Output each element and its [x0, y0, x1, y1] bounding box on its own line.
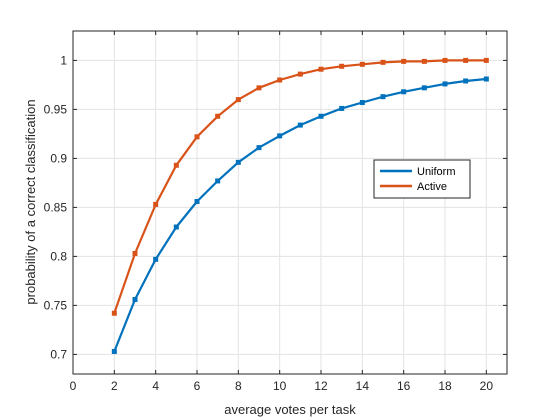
data-point-active	[380, 59, 386, 65]
data-point-uniform	[359, 100, 365, 106]
data-point-uniform	[256, 145, 262, 151]
data-point-active	[215, 113, 221, 119]
data-point-active	[359, 61, 365, 67]
data-point-uniform	[111, 348, 117, 354]
data-point-active	[277, 77, 283, 83]
plot-frame	[72, 30, 508, 375]
data-point-active	[235, 97, 241, 103]
y-tick-label: 1	[60, 53, 67, 67]
x-tick-label: 12	[314, 379, 328, 393]
plot-background	[73, 31, 507, 374]
data-point-active	[153, 201, 159, 207]
data-point-active	[421, 58, 427, 64]
y-tick-label: 0.9	[50, 151, 67, 165]
data-point-uniform	[318, 113, 324, 119]
y-tick-label: 0.8	[50, 249, 67, 263]
data-point-active	[401, 58, 407, 64]
data-point-uniform	[215, 178, 221, 184]
data-point-active	[194, 134, 200, 140]
data-point-uniform	[380, 94, 386, 100]
data-point-active	[318, 66, 324, 72]
legend-label-uniform: Uniform	[417, 166, 456, 178]
grid	[72, 31, 507, 374]
x-tick-label: 2	[111, 379, 118, 393]
x-tick-label: 0	[70, 379, 77, 393]
legend: Uniform Active	[373, 159, 471, 199]
x-tick-label: 20	[480, 379, 494, 393]
y-tick-label: 0.95	[44, 102, 68, 116]
data-point-uniform	[132, 297, 138, 303]
y-axis-label: probability of a correct classification	[23, 99, 38, 304]
legend-box	[373, 159, 471, 199]
y-tick-label: 0.75	[44, 298, 68, 312]
data-point-active	[111, 310, 117, 316]
x-tick-label: 18	[438, 379, 452, 393]
data-point-active	[463, 57, 469, 63]
data-point-active	[132, 250, 138, 256]
y-tick-label: 0.7	[50, 347, 67, 361]
x-tick-label: 10	[273, 379, 287, 393]
x-tick-label: 6	[194, 379, 201, 393]
data-point-uniform	[421, 85, 427, 91]
y-tick-label: 0.85	[44, 200, 68, 214]
axes	[72, 30, 508, 375]
data-point-active	[256, 85, 262, 91]
x-axis-label: average votes per task	[224, 402, 356, 417]
data-point-uniform	[235, 159, 241, 165]
data-point-uniform	[173, 224, 179, 230]
legend-label-active: Active	[417, 181, 447, 193]
data-point-uniform	[483, 76, 489, 82]
data-point-active	[297, 71, 303, 77]
data-point-uniform	[442, 81, 448, 87]
data-point-active	[483, 57, 489, 63]
x-tick-label: 16	[397, 379, 411, 393]
data-point-uniform	[297, 122, 303, 128]
data-point-uniform	[463, 78, 469, 84]
x-tick-label: 4	[152, 379, 159, 393]
series-group	[111, 57, 489, 354]
x-tick-label: 14	[356, 379, 370, 393]
data-point-uniform	[401, 89, 407, 95]
x-tick-label: 8	[235, 379, 242, 393]
data-point-uniform	[153, 256, 159, 262]
data-point-active	[173, 162, 179, 168]
data-point-uniform	[339, 105, 345, 111]
data-point-uniform	[277, 133, 283, 139]
tick-labels: 0 2 4 6 8 10 12 14 16 18 20 0.7 0.75 0.8 0.85 0.9 0.95 1	[44, 53, 494, 393]
data-point-active	[442, 57, 448, 63]
data-point-active	[339, 63, 345, 69]
data-point-uniform	[194, 199, 200, 205]
